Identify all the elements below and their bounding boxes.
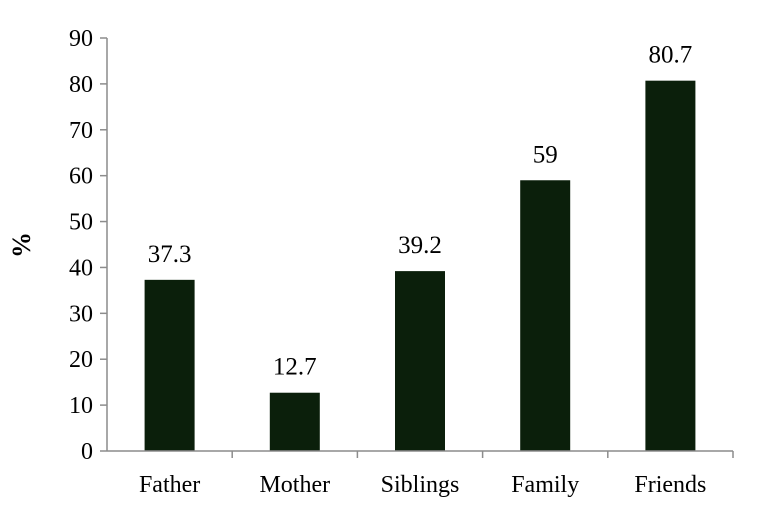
bars: 37.3 12.7 39.2 59 80.7 <box>144 42 696 451</box>
bar-friends <box>645 80 696 451</box>
y-tick-label: 10 <box>69 393 93 419</box>
x-tick-label-friends: Friends <box>634 472 706 498</box>
y-axis-title: % <box>7 232 36 258</box>
y-tick-label: 40 <box>69 255 93 281</box>
y-tick-label: 20 <box>69 347 93 373</box>
y-tick-label: 60 <box>69 164 93 190</box>
x-tick-label-father: Father <box>139 472 200 498</box>
y-tick-label: 0 <box>81 439 93 465</box>
y-axis: 0 10 20 30 40 50 60 70 80 90 <box>69 26 108 465</box>
bar-father <box>144 279 195 451</box>
y-tick-label: 30 <box>69 301 93 327</box>
x-axis: Father Mother Siblings Family Friends <box>107 450 734 498</box>
y-tick-label: 80 <box>69 72 93 98</box>
x-tick-label-mother: Mother <box>259 472 330 498</box>
data-label-mother: 12.7 <box>273 354 317 381</box>
x-tick-label-siblings: Siblings <box>381 472 460 498</box>
data-label-siblings: 39.2 <box>398 232 442 259</box>
x-tick-label-family: Family <box>511 472 579 498</box>
data-label-friends: 80.7 <box>649 42 693 69</box>
bar-siblings <box>395 271 445 451</box>
data-label-father: 37.3 <box>148 241 192 268</box>
data-label-family: 59 <box>533 141 558 168</box>
y-tick-label: 90 <box>69 26 93 52</box>
y-tick-label: 50 <box>69 210 93 236</box>
bar-family <box>520 180 571 451</box>
bar-mother <box>269 392 320 451</box>
y-tick-label: 70 <box>69 118 93 144</box>
